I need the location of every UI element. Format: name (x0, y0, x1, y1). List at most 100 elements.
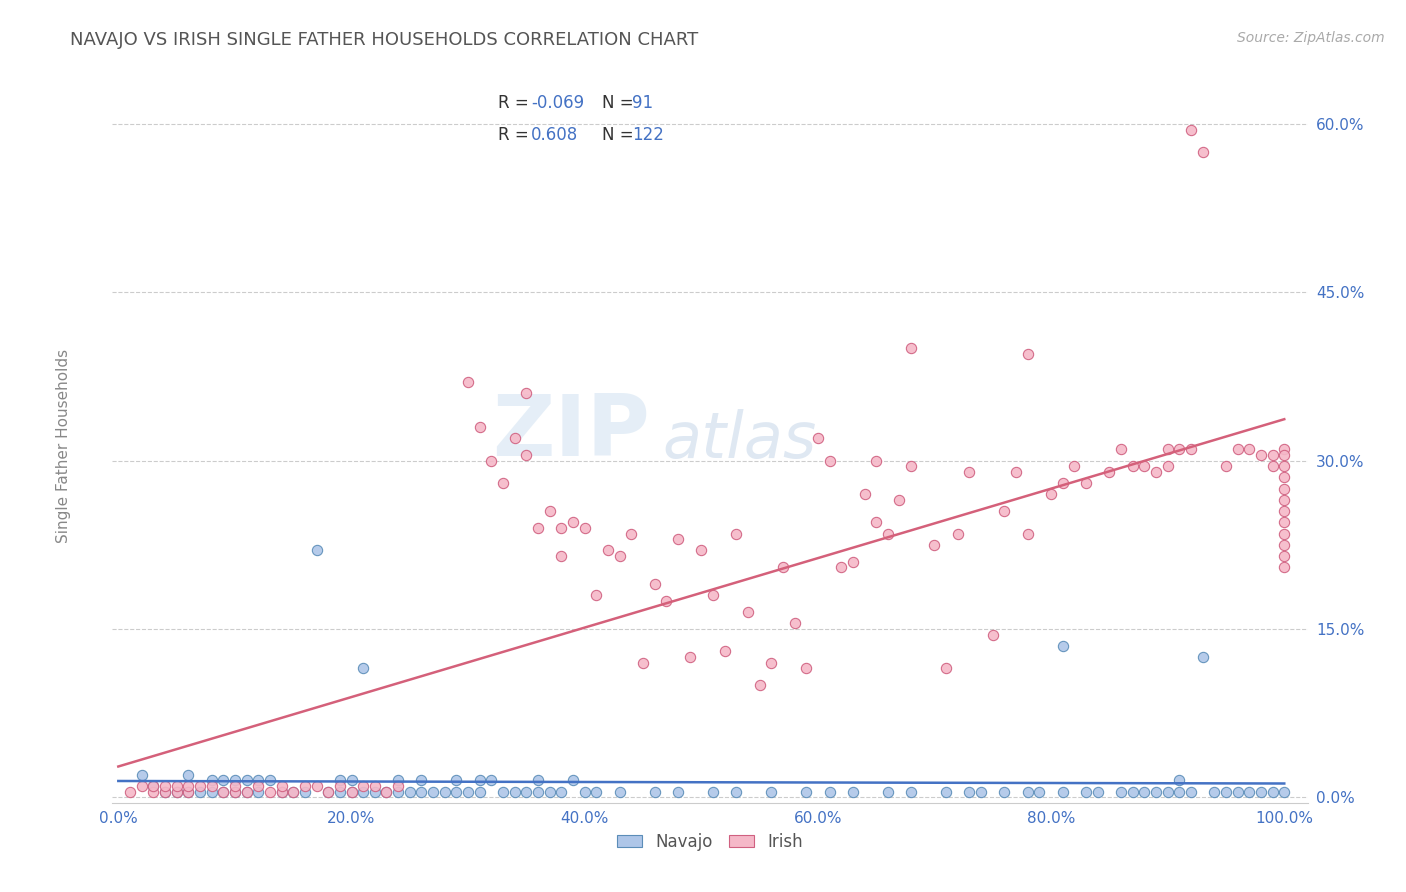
Point (1250, 448, 1272, 462)
Point (1133, 784, 1156, 798)
Point (1156, 442, 1178, 457)
Point (247, 784, 270, 798)
Point (503, 431, 526, 445)
Point (1180, 442, 1202, 457)
Point (678, 650, 700, 665)
Point (1122, 784, 1144, 798)
Text: N =: N = (603, 126, 634, 145)
Point (1180, 784, 1202, 798)
Point (1005, 465, 1028, 479)
Text: 91: 91 (633, 95, 654, 112)
Point (1052, 476, 1074, 491)
Point (562, 773, 585, 788)
Point (1272, 538, 1295, 552)
Point (900, 342, 922, 356)
Point (1191, 650, 1213, 665)
Point (142, 779, 165, 793)
Point (818, 784, 841, 798)
Point (316, 784, 339, 798)
Point (1272, 482, 1295, 496)
Point (1098, 465, 1121, 479)
Point (1261, 459, 1284, 474)
Point (270, 784, 292, 798)
Point (305, 543, 328, 558)
Point (527, 521, 550, 535)
Point (666, 784, 689, 798)
Point (468, 784, 491, 798)
Point (200, 779, 222, 793)
Point (1272, 526, 1295, 541)
Text: ZIP: ZIP (492, 391, 651, 475)
Point (655, 594, 678, 608)
Point (1063, 459, 1085, 474)
Point (364, 784, 387, 798)
Point (1109, 784, 1132, 798)
Point (352, 661, 374, 675)
Point (993, 784, 1015, 798)
Point (1144, 465, 1167, 479)
Point (235, 773, 257, 788)
Point (433, 784, 456, 798)
Point (550, 549, 572, 563)
Point (247, 779, 270, 793)
Point (468, 420, 491, 434)
Point (153, 784, 176, 798)
Point (235, 784, 257, 798)
Point (200, 784, 222, 798)
Point (422, 784, 444, 798)
Point (1204, 784, 1226, 798)
Point (387, 779, 409, 793)
Point (375, 784, 398, 798)
Point (212, 773, 235, 788)
Text: Source: ZipAtlas.com: Source: ZipAtlas.com (1237, 31, 1385, 45)
Point (900, 784, 922, 798)
Point (538, 504, 561, 518)
Point (1226, 442, 1249, 457)
Point (574, 521, 596, 535)
Text: NAVAJO VS IRISH SINGLE FATHER HOUSEHOLDS CORRELATION CHART: NAVAJO VS IRISH SINGLE FATHER HOUSEHOLDS… (70, 31, 699, 49)
Point (1272, 504, 1295, 518)
Point (375, 784, 398, 798)
Text: N =: N = (603, 95, 634, 112)
Point (142, 779, 165, 793)
Point (1272, 448, 1295, 462)
Text: 122: 122 (633, 126, 664, 145)
Point (1272, 492, 1295, 507)
Point (1272, 470, 1295, 484)
Point (1261, 448, 1284, 462)
Point (411, 773, 433, 788)
Point (761, 784, 783, 798)
Point (166, 784, 188, 798)
Point (340, 784, 363, 798)
Point (340, 773, 363, 788)
Point (316, 784, 339, 798)
Point (702, 784, 724, 798)
Point (283, 784, 305, 798)
Point (1052, 784, 1074, 798)
Point (387, 784, 409, 798)
Point (794, 784, 817, 798)
Point (188, 784, 211, 798)
Point (1168, 442, 1191, 457)
Point (924, 538, 946, 552)
Point (1272, 516, 1295, 530)
Point (585, 588, 607, 602)
Point (935, 661, 957, 675)
Legend: Navajo, Irish: Navajo, Irish (610, 826, 810, 857)
Point (340, 784, 363, 798)
Point (446, 784, 468, 798)
Point (177, 784, 200, 798)
Point (1052, 639, 1074, 653)
Point (212, 784, 235, 798)
Point (131, 779, 153, 793)
Point (492, 476, 515, 491)
Point (585, 784, 607, 798)
Point (153, 779, 176, 793)
Point (620, 526, 643, 541)
Point (631, 656, 654, 670)
Point (783, 616, 806, 631)
Point (1122, 459, 1144, 474)
Point (527, 773, 550, 788)
Point (644, 577, 666, 591)
Point (1017, 784, 1039, 798)
